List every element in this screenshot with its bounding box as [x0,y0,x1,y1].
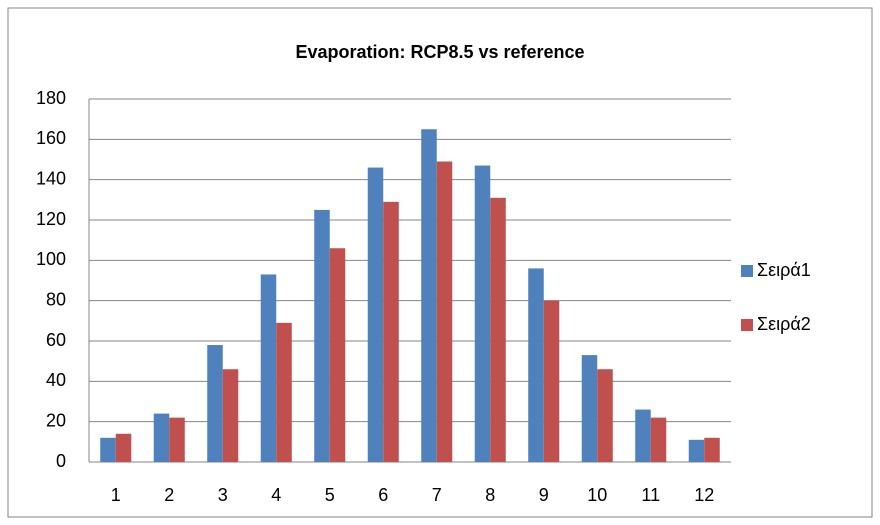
legend-swatch [741,265,753,277]
legend-label: Σειρά1 [757,260,811,280]
bar [635,409,651,462]
bar [490,197,506,463]
y-tick-label: 140 [36,168,66,188]
y-tick-label: 120 [36,209,66,229]
x-tick-label: 8 [485,485,495,505]
bar [169,417,185,462]
x-tick-label: 4 [271,485,281,505]
x-tick-label: 2 [164,485,174,505]
x-tick-label: 10 [587,485,607,505]
y-tick-label: 60 [46,330,66,350]
x-tick-label: 3 [218,485,228,505]
y-tick-label: 180 [36,88,66,108]
y-tick-label: 160 [36,128,66,148]
x-tick-label: 7 [432,485,442,505]
bar [115,433,132,462]
bar [260,274,277,462]
x-tick-label: 1 [111,485,121,505]
legend-label: Σειρά2 [757,314,811,334]
bar [207,345,223,462]
bar [650,417,667,462]
bar [329,248,346,462]
y-tick-label: 40 [46,370,66,390]
bar [421,129,437,462]
bar [153,413,170,462]
legend-swatch [741,319,753,331]
bar [276,322,292,462]
bar [100,437,116,462]
x-tick-label: 6 [378,485,388,505]
y-tick-label: 80 [46,289,66,309]
bar [383,201,399,462]
chart-title: Evaporation: RCP8.5 vs reference [295,42,584,62]
bar [581,355,598,462]
x-tick-label: 9 [539,485,549,505]
bar [704,437,720,462]
bar [474,165,491,463]
y-tick-label: 0 [56,451,66,471]
bar [314,209,330,462]
x-tick-label: 12 [694,485,714,505]
x-tick-label: 11 [641,485,660,505]
bar [528,268,544,462]
bar [367,167,384,463]
bar [543,300,560,462]
y-tick-label: 100 [36,249,66,269]
x-tick-label: 5 [325,485,335,505]
bar [688,439,705,462]
y-tick-label: 20 [46,410,66,430]
bar [222,369,239,462]
bar [597,369,613,462]
bar [436,161,453,462]
